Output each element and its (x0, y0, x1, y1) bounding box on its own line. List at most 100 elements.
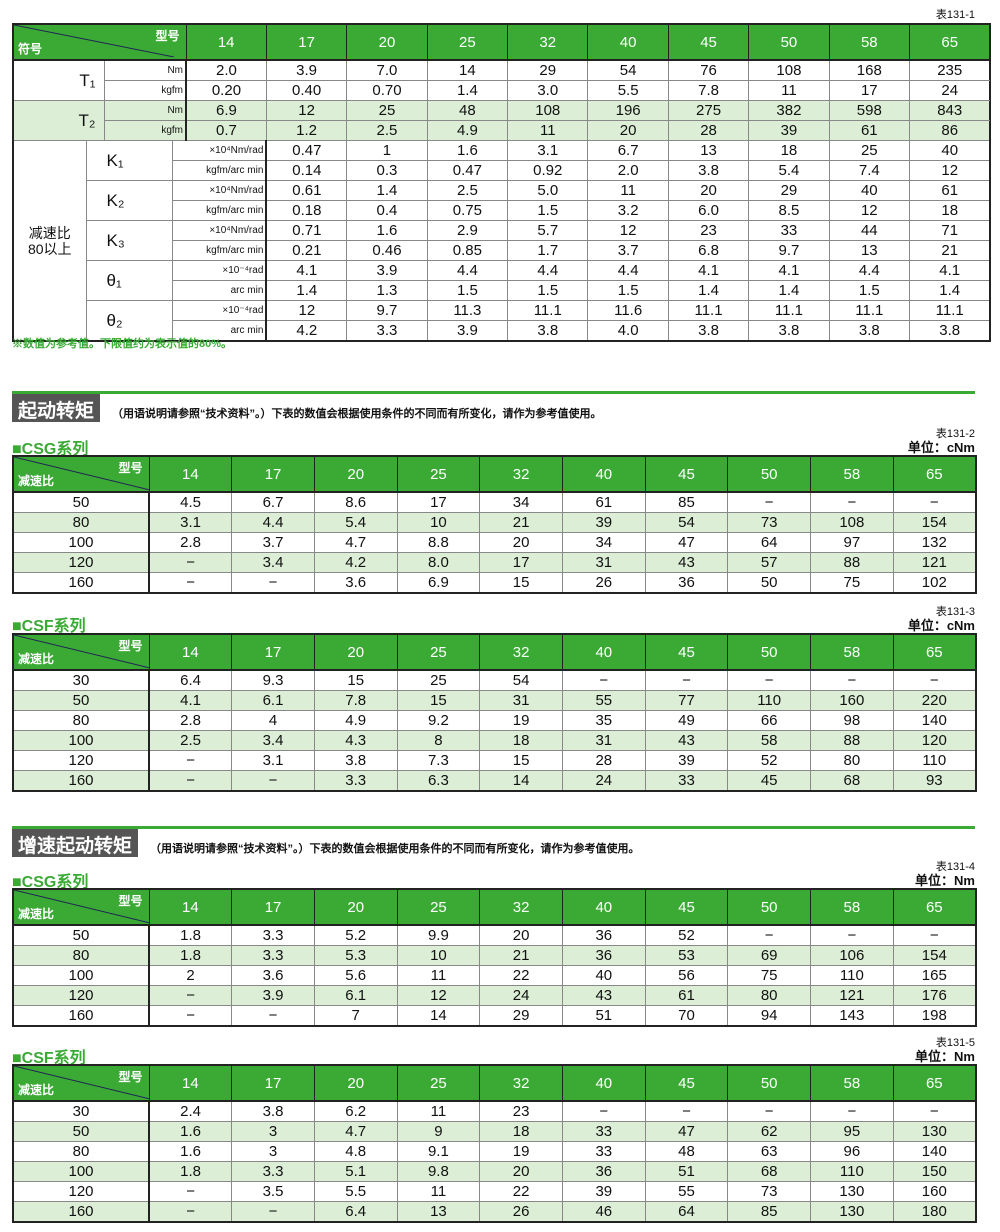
value-cell: 13 (667, 140, 750, 161)
value-cell: 6.3 (396, 770, 481, 792)
model-header: 20 (313, 1064, 398, 1102)
ratio-cell: 30 (12, 669, 150, 691)
value-cell: 1.4 (748, 280, 830, 301)
value-cell: 6.1 (231, 690, 315, 711)
table-row: 80 3.1 4.4 5.4 10 21 39 54 73 108 154 (12, 512, 977, 533)
table-row: 160− −7 14 29 51 70 94 143 198 (12, 1005, 977, 1027)
ratio-cell: 50 (12, 690, 150, 711)
corner-row-label: 减速比 (18, 1083, 55, 1097)
value-cell: 18 (909, 200, 991, 221)
symbol-cell: K₃ (85, 220, 173, 261)
value-cell: 4.9 (426, 120, 509, 141)
value-cell: − (231, 770, 315, 792)
value-cell: 165 (892, 965, 977, 986)
value-cell: 0.71 (265, 220, 348, 241)
value-cell: 68 (727, 1161, 811, 1182)
corner-row-label: 符号 (18, 42, 43, 56)
corner-model-label: 型号 (118, 894, 143, 908)
value-cell: 3.1 (148, 512, 233, 533)
value-cell: − (148, 552, 233, 573)
table-row: kgfm 0.20 0.40 0.70 1.4 3.0 5.5 7.8 11 17 24 (13, 80, 991, 101)
value-cell: 3.8 (748, 320, 830, 342)
value-cell: 11 (396, 1100, 481, 1122)
value-cell: 120 (892, 730, 977, 751)
corner-model-label: 型号 (118, 1070, 143, 1084)
series-title: ■CSF系列 (12, 1050, 86, 1067)
table-row: 160− −6.4 13 26 46 64 85 130 180 (12, 1201, 977, 1223)
value-cell: 9.2 (396, 710, 481, 731)
value-cell: 43 (644, 552, 729, 573)
model-header: 17 (231, 1064, 315, 1102)
value-cell: 15 (479, 572, 563, 594)
ratio-cell: 120 (12, 552, 150, 573)
ratio-cell: 160 (12, 1005, 150, 1027)
model-header: 65 (909, 23, 991, 61)
value-cell: 110 (727, 690, 811, 711)
value-cell: 3.9 (346, 260, 428, 281)
value-cell: 4.5 (148, 491, 233, 513)
value-cell: 7.0 (346, 59, 428, 81)
symbol-cell: θ₂ (85, 300, 173, 342)
unit-cell: kgfm/arc min (171, 240, 268, 261)
value-cell: 5.1 (313, 1161, 398, 1182)
value-cell: 2.5 (148, 730, 233, 751)
value-cell: 8.5 (748, 200, 830, 221)
value-cell: 12 (396, 985, 481, 1006)
value-cell: 73 (727, 1181, 811, 1202)
value-cell: 198 (892, 1005, 977, 1027)
value-cell: 2.4 (148, 1100, 233, 1122)
value-cell: 235 (909, 59, 991, 81)
model-header: 14 (148, 888, 233, 926)
model-header: 58 (828, 23, 911, 61)
value-cell: 220 (892, 690, 977, 711)
value-cell: 5.6 (313, 965, 398, 986)
value-cell: 50 (727, 572, 811, 594)
value-cell: 2.9 (426, 220, 509, 241)
value-cell: − (231, 572, 315, 594)
value-cell: 7.8 (313, 690, 398, 711)
value-cell: 29 (507, 59, 589, 81)
value-cell: − (810, 924, 894, 946)
value-cell: 40 (909, 140, 991, 161)
value-cell: 97 (810, 532, 894, 553)
ratio-cell: 30 (12, 1100, 150, 1122)
table-row: 120−3.1 3.8 7.3 15 28 39 52 80 110 (12, 750, 977, 771)
value-cell: 9 (396, 1121, 481, 1142)
value-cell: 48 (644, 1141, 729, 1162)
value-cell: 15 (313, 669, 398, 691)
value-cell: 4.4 (507, 260, 589, 281)
value-cell: 4.0 (587, 320, 669, 342)
value-cell: 0.18 (265, 200, 348, 221)
table-row: T₁ Nm 2.0 3.9 7.0 14 29 54 76 108 168 235 (12, 59, 991, 101)
value-cell: 11 (507, 120, 589, 141)
value-cell: 21 (479, 945, 563, 966)
value-cell: 33 (561, 1121, 646, 1142)
torque-table: 型号 减速比 14 17 20 25 32 40 45 50 58 65 50 4.5 6.7 8.6 17 34… (12, 455, 977, 594)
value-cell: 75 (727, 965, 811, 986)
model-header: 50 (727, 888, 811, 926)
value-cell: 14 (426, 59, 509, 81)
model-header: 17 (265, 23, 348, 61)
value-cell: 58 (727, 730, 811, 751)
value-cell: 1.5 (828, 280, 911, 301)
value-cell: − (892, 669, 977, 691)
value-cell: 86 (909, 120, 991, 141)
section-starting-torque: 起动转矩 （用语说明请参照“技术资料”。）下表的数值会根据使用条件的不同而有所变化… (12, 391, 975, 424)
value-cell: 4.4 (231, 512, 315, 533)
model-header: 58 (810, 888, 894, 926)
ratio-cell: 160 (12, 770, 150, 792)
value-cell: 54 (587, 59, 669, 81)
section-backdriving-torque: 增速起动转矩 （用语说明请参照“技术资料”。）下表的数值会根据使用条件的不同而有所… (12, 826, 975, 859)
value-cell: 68 (810, 770, 894, 792)
value-cell: 176 (892, 985, 977, 1006)
value-cell: 3.3 (313, 770, 398, 792)
value-cell: 54 (644, 512, 729, 533)
value-cell: − (148, 1005, 233, 1027)
value-cell: 121 (810, 985, 894, 1006)
value-cell: 66 (727, 710, 811, 731)
value-cell: 3.8 (313, 750, 398, 771)
value-cell: 130 (892, 1121, 977, 1142)
value-cell: 46 (561, 1201, 646, 1223)
